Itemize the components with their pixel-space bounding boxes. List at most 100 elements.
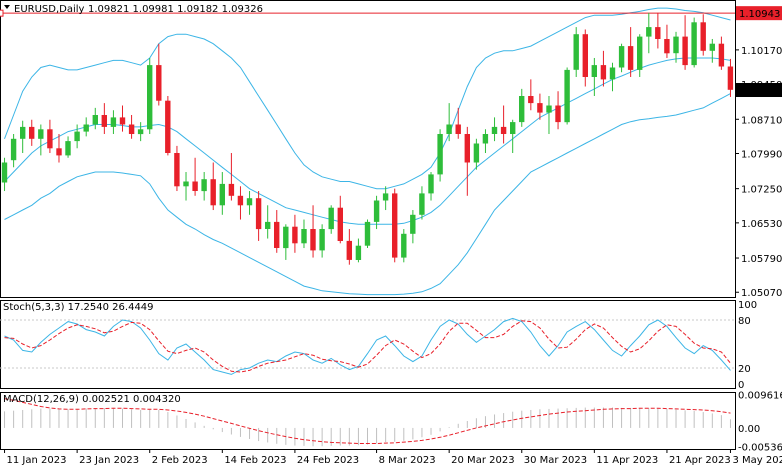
- price-tick-label: 1.06530: [741, 219, 782, 230]
- candle-body: [328, 207, 334, 230]
- date-tick-label: 30 Mar 2023: [524, 455, 587, 466]
- resistance-line-anchor: [0, 9, 4, 17]
- price-panel-frame: [0, 0, 736, 298]
- candle-body: [664, 39, 670, 54]
- bollinger-upper-line: [4, 7, 731, 190]
- candle-body: [246, 198, 253, 206]
- candle-body: [47, 129, 53, 149]
- price-tick-label: 1.05070: [741, 288, 782, 299]
- candle-body: [464, 134, 470, 163]
- candle-body: [700, 22, 706, 51]
- candle-body: [500, 126, 507, 134]
- bollinger-lower-line: [4, 93, 731, 296]
- candle-body: [546, 105, 552, 113]
- date-tick-label: 24 Feb 2023: [297, 455, 359, 466]
- date-tick-label: 8 Mar 2023: [379, 455, 436, 466]
- stoch-level-label: 0: [738, 380, 744, 391]
- candle-body: [401, 233, 407, 258]
- candle-body: [682, 36, 688, 66]
- candle-body: [482, 134, 489, 144]
- candle-body: [573, 34, 579, 70]
- candle-body: [183, 181, 189, 187]
- last-price-label: 1.09326: [739, 86, 780, 97]
- candle-body: [627, 46, 634, 70]
- candle-body: [65, 141, 71, 156]
- candle-body: [219, 183, 225, 206]
- candle-body: [274, 221, 280, 248]
- candle-body: [528, 96, 534, 104]
- candle-body: [56, 148, 62, 156]
- candle-body: [147, 65, 153, 130]
- date-tick-label: 20 Mar 2023: [451, 455, 514, 466]
- last-price-tag: [736, 83, 782, 98]
- candle-body: [174, 153, 180, 187]
- candle-body: [609, 67, 616, 80]
- candle-body: [101, 115, 107, 127]
- date-tick-label: 21 Apr 2023: [669, 455, 731, 466]
- candle-body: [437, 134, 443, 175]
- price-tick-label: 1.10170: [741, 46, 782, 57]
- symbol-header: EURUSD,Daily: [14, 4, 85, 15]
- date-tick-label: 11 Apr 2023: [596, 455, 658, 466]
- date-tick-label: 2 Feb 2023: [152, 455, 208, 466]
- candle-body: [38, 129, 44, 139]
- candle-body: [428, 174, 434, 194]
- date-tick-label: 14 Feb 2023: [224, 455, 286, 466]
- candle-body: [419, 193, 425, 215]
- candle-body: [310, 229, 316, 251]
- candle-body: [20, 126, 26, 139]
- candle-body: [382, 193, 389, 201]
- candle-body: [228, 183, 235, 196]
- macd-signal-line: [4, 398, 731, 444]
- candle-body: [29, 126, 35, 139]
- candle-body: [337, 207, 343, 241]
- candle-body: [92, 115, 98, 125]
- candle-body: [673, 36, 679, 54]
- candle-body: [255, 198, 262, 230]
- candle-body: [355, 245, 362, 260]
- candle-body: [10, 138, 17, 161]
- price-tick-label: 1.05790: [741, 254, 782, 265]
- candle-body: [119, 117, 126, 125]
- candle-body: [201, 179, 207, 192]
- candle-body: [564, 69, 570, 123]
- date-tick-label: 23 Jan 2023: [79, 455, 139, 466]
- stoch-level-label: 80: [738, 316, 751, 327]
- price-tick-label: 1.07990: [741, 149, 782, 160]
- candle-body: [364, 221, 371, 246]
- candle-body: [192, 181, 198, 191]
- candle-body: [455, 124, 461, 134]
- candle-body: [137, 129, 144, 135]
- candle-body: [727, 66, 734, 90]
- macd-level-label: 0.00: [738, 424, 760, 435]
- candle-body: [74, 131, 80, 142]
- candle-body: [591, 65, 597, 77]
- ohlc-header: 1.09821 1.09981 1.09182 1.09326: [88, 4, 263, 15]
- candle-body: [691, 22, 697, 66]
- candle-body: [410, 214, 416, 234]
- bollinger-middle-line: [4, 57, 731, 225]
- candle-body: [718, 43, 725, 67]
- candle-body: [519, 96, 525, 123]
- macd-header: MACD(12,26,9) 0.002521 0.004320: [3, 394, 181, 405]
- candle-body: [618, 46, 625, 68]
- price-tick-label: 1.08710: [741, 115, 782, 126]
- date-tick-label: 3 May 2023: [732, 455, 782, 466]
- candle-body: [346, 240, 352, 260]
- resistance-price-tag: [736, 6, 782, 21]
- macd-panel-frame: [0, 392, 736, 450]
- candle-body: [128, 124, 135, 134]
- collapse-arrow-icon: [4, 5, 10, 9]
- candle-body: [165, 100, 171, 153]
- candle-body: [265, 221, 271, 229]
- candle-body: [283, 226, 289, 249]
- date-tick-label: 11 Jan 2023: [7, 455, 67, 466]
- stoch-header: Stoch(5,3,3) 17.2540 26.4449: [3, 302, 154, 313]
- candle-body: [446, 124, 452, 134]
- stoch-level-label: 100: [738, 300, 757, 311]
- macd-level-label: -0.005367: [738, 442, 782, 453]
- candle-body: [600, 65, 607, 80]
- resistance-price-label: 1.10943: [739, 9, 780, 20]
- stoch-d-line: [4, 320, 731, 373]
